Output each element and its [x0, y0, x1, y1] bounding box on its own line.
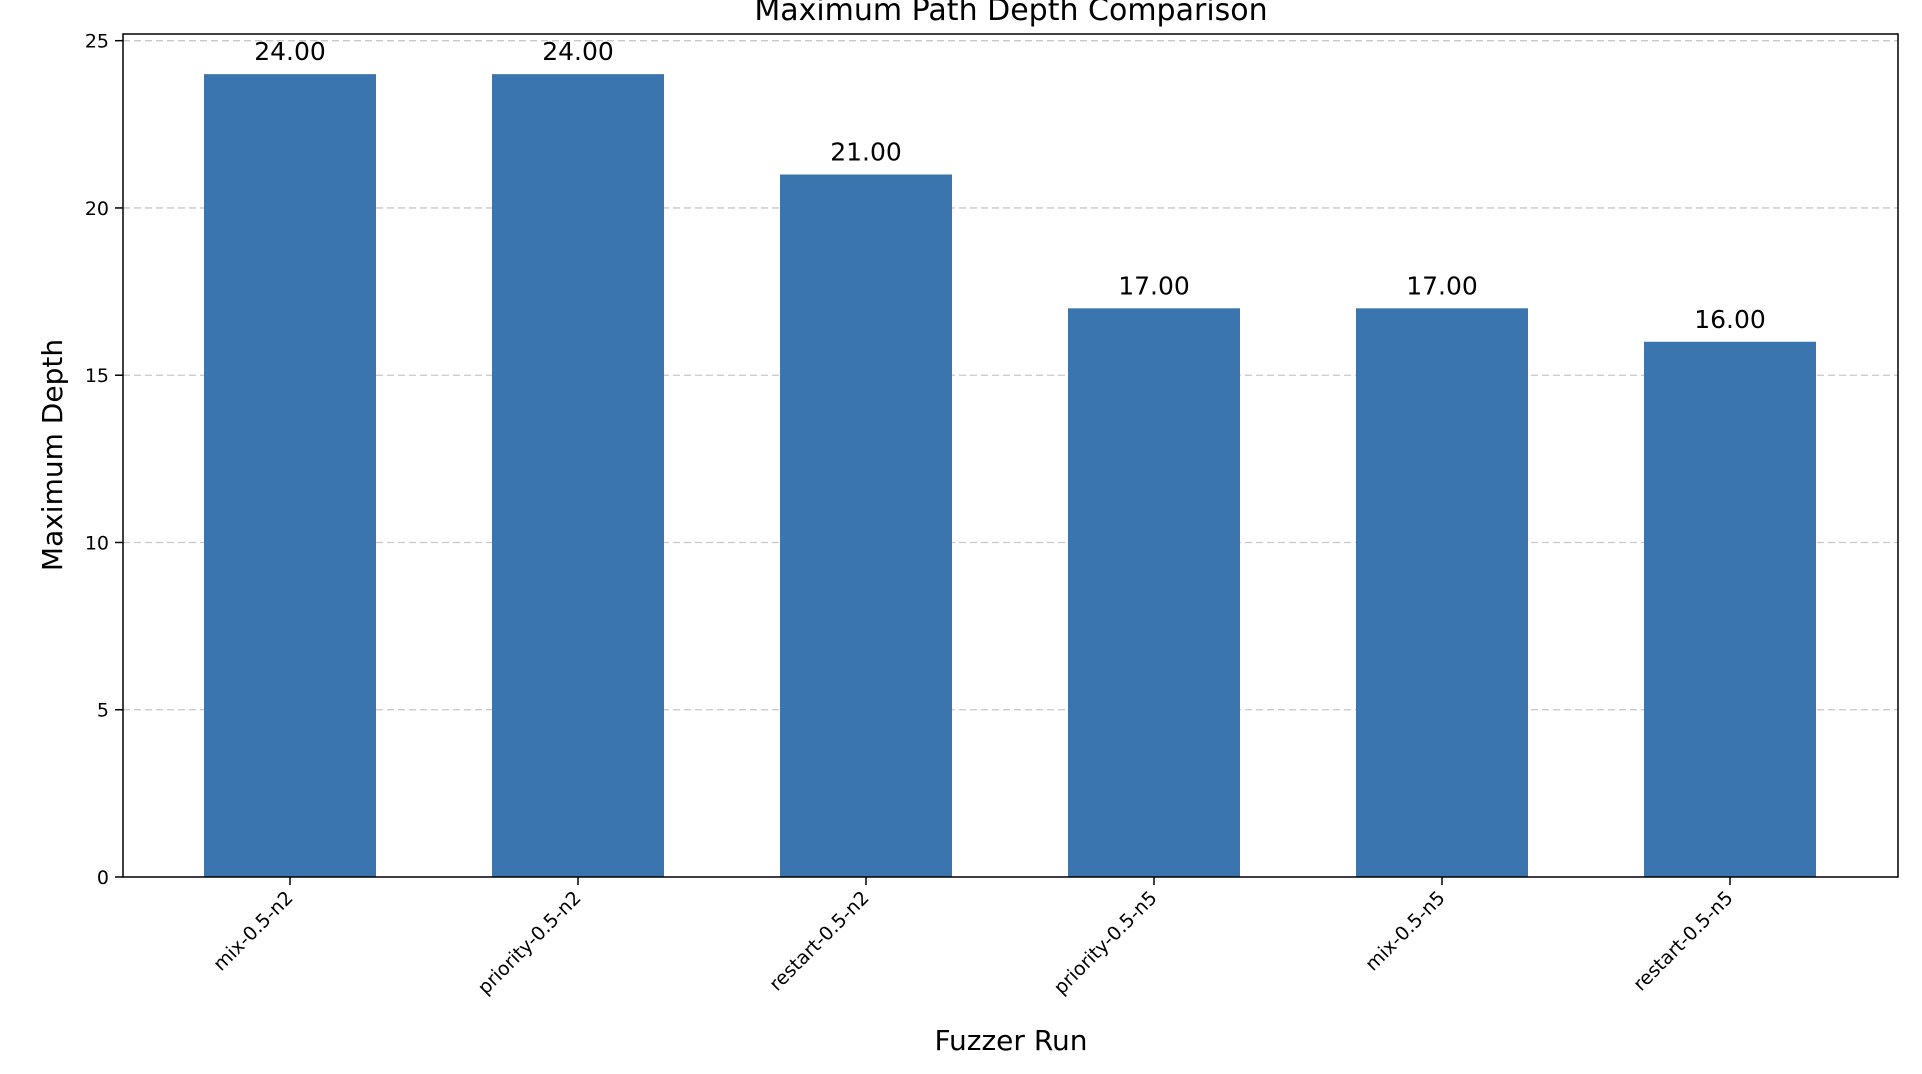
bar: [492, 74, 664, 877]
y-axis-ticks: 0 5 10 15 20 25: [85, 31, 123, 889]
x-tick-label: restart-0.5-n5: [1629, 887, 1737, 995]
bar: [1356, 308, 1528, 877]
bar-value-label: 17.00: [1406, 271, 1478, 300]
y-tick-label: 0: [97, 867, 109, 889]
bar: [780, 174, 952, 877]
x-tick-label: priority-0.5-n2: [474, 887, 586, 999]
bar-value-label: 21.00: [830, 138, 902, 167]
x-tick-label: restart-0.5-n2: [765, 887, 873, 995]
bar-value-label: 24.00: [542, 37, 614, 66]
x-axis-ticks: mix-0.5-n2 priority-0.5-n2 restart-0.5-n2 p…: [209, 877, 1738, 999]
x-tick-label: mix-0.5-n5: [1361, 887, 1449, 975]
x-tick-label: mix-0.5-n2: [209, 887, 297, 975]
y-tick-label: 20: [85, 198, 109, 220]
bar: [204, 74, 376, 877]
y-tick-label: 25: [85, 31, 109, 53]
chart-title: Maximum Path Depth Comparison: [754, 0, 1267, 28]
plot-frame: [122, 33, 1899, 878]
y-tick-label: 15: [85, 365, 109, 387]
grid-lines: [123, 40, 1898, 711]
x-tick-label: priority-0.5-n5: [1050, 887, 1162, 999]
bar: [1068, 308, 1240, 877]
bar-value-label: 17.00: [1118, 271, 1190, 300]
bar-value-label: 24.00: [254, 37, 326, 66]
bars: 24.00 24.00 21.00 17.00 17.00 16.00: [204, 37, 1816, 877]
bar-value-label: 16.00: [1694, 305, 1766, 334]
y-tick-label: 5: [97, 700, 109, 722]
y-tick-label: 10: [85, 532, 109, 554]
y-axis-label: Maximum Depth: [36, 339, 69, 571]
bar: [1644, 341, 1816, 877]
x-axis-label: Fuzzer Run: [934, 1024, 1087, 1057]
